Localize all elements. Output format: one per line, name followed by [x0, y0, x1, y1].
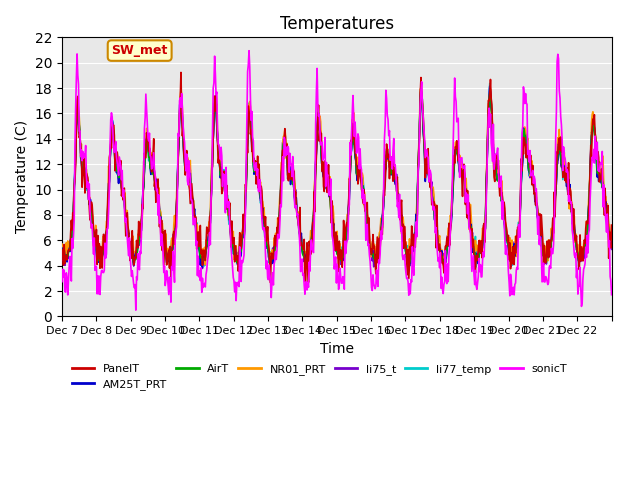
AirT: [425, 174, 433, 180]
Line: PanelT: PanelT: [62, 72, 612, 283]
AirT: [272, 243, 280, 249]
AM25T_PRT: [225, 203, 232, 208]
NR01_PRT: [425, 165, 433, 171]
li75_t: [273, 240, 280, 246]
sonicT: [225, 202, 232, 208]
AM25T_PRT: [273, 240, 280, 246]
Line: li75_t: li75_t: [62, 87, 612, 268]
AM25T_PRT: [58, 245, 66, 251]
PanelT: [608, 222, 616, 228]
NR01_PRT: [224, 197, 232, 203]
NR01_PRT: [417, 85, 425, 91]
PanelT: [225, 196, 232, 202]
AM25T_PRT: [608, 239, 616, 245]
Title: Temperatures: Temperatures: [280, 15, 394, 33]
PanelT: [395, 204, 403, 210]
NR01_PRT: [123, 213, 131, 219]
li77_temp: [472, 264, 480, 270]
AM25T_PRT: [394, 192, 402, 198]
li75_t: [225, 204, 232, 209]
li77_temp: [58, 246, 66, 252]
sonicT: [58, 279, 66, 285]
sonicT: [123, 225, 131, 231]
Line: li77_temp: li77_temp: [62, 84, 612, 267]
sonicT: [273, 247, 281, 253]
li77_temp: [486, 81, 493, 86]
PanelT: [252, 158, 259, 164]
sonicT: [252, 160, 260, 166]
Line: AirT: AirT: [62, 89, 612, 263]
PanelT: [58, 247, 66, 252]
AM25T_PRT: [198, 264, 206, 270]
Line: AM25T_PRT: AM25T_PRT: [62, 85, 612, 267]
Text: SW_met: SW_met: [111, 44, 168, 57]
AirT: [224, 203, 232, 209]
li75_t: [198, 265, 206, 271]
AM25T_PRT: [426, 179, 433, 185]
li75_t: [252, 163, 259, 169]
AirT: [417, 86, 425, 92]
NR01_PRT: [394, 180, 401, 186]
AirT: [58, 247, 66, 252]
AirT: [123, 219, 131, 225]
li75_t: [58, 246, 66, 252]
NR01_PRT: [272, 230, 280, 236]
li75_t: [486, 84, 493, 90]
NR01_PRT: [58, 241, 66, 247]
NR01_PRT: [440, 267, 448, 273]
AirT: [608, 243, 616, 249]
PanelT: [267, 280, 275, 286]
li75_t: [394, 194, 402, 200]
sonicT: [608, 292, 616, 298]
PanelT: [123, 220, 131, 226]
li77_temp: [123, 214, 131, 219]
Line: NR01_PRT: NR01_PRT: [62, 88, 612, 270]
NR01_PRT: [251, 168, 259, 173]
li75_t: [608, 246, 616, 252]
sonicT: [245, 48, 253, 54]
AM25T_PRT: [417, 82, 425, 88]
li77_temp: [394, 191, 401, 196]
sonicT: [395, 215, 403, 220]
PanelT: [177, 70, 185, 75]
X-axis label: Time: Time: [320, 342, 354, 356]
AirT: [251, 168, 259, 173]
AM25T_PRT: [252, 163, 259, 169]
li77_temp: [251, 166, 259, 171]
sonicT: [426, 167, 433, 173]
Legend: PanelT, AM25T_PRT, AirT, NR01_PRT, li75_t, li77_temp, sonicT: PanelT, AM25T_PRT, AirT, NR01_PRT, li75_…: [68, 360, 572, 395]
li77_temp: [272, 243, 280, 249]
li77_temp: [224, 192, 232, 198]
Y-axis label: Temperature (C): Temperature (C): [15, 120, 29, 233]
li77_temp: [424, 170, 432, 176]
AirT: [394, 190, 401, 196]
li75_t: [425, 171, 433, 177]
AirT: [438, 260, 446, 266]
li77_temp: [608, 240, 616, 246]
PanelT: [426, 175, 433, 180]
Line: sonicT: sonicT: [62, 51, 612, 310]
sonicT: [132, 307, 140, 313]
NR01_PRT: [608, 241, 616, 247]
li75_t: [123, 224, 131, 229]
PanelT: [273, 225, 281, 230]
AM25T_PRT: [123, 225, 131, 230]
